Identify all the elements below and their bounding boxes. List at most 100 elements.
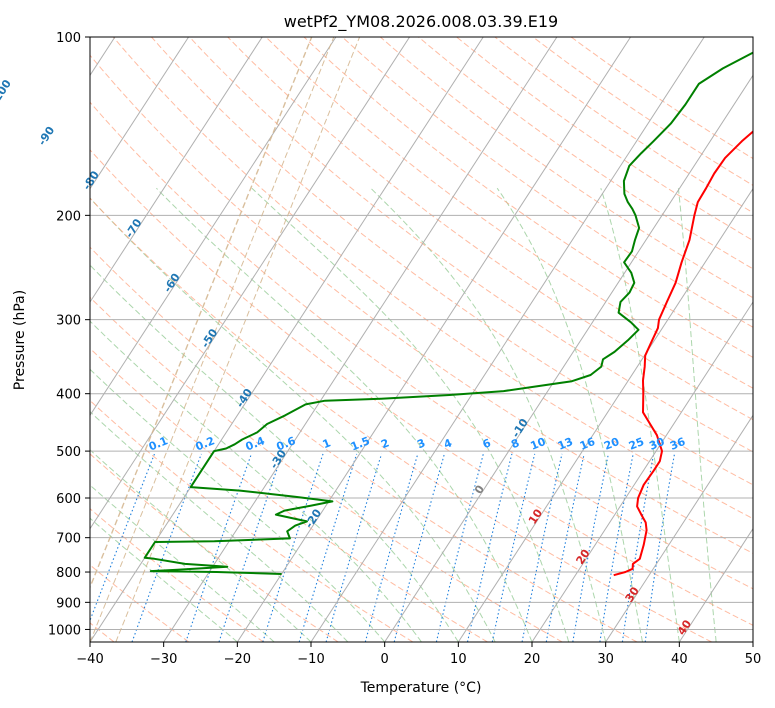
tan-curve	[90, 37, 335, 642]
moist-adiabat	[496, 187, 643, 642]
y-axis-label: Pressure (hPa)	[12, 290, 28, 390]
moist-adiabat	[90, 410, 349, 642]
x-axis-label: Temperature (°C)	[360, 680, 482, 696]
x-tick-label: −20	[224, 652, 251, 667]
mixing-ratio-label: 10	[528, 435, 547, 453]
y-tick-label: 200	[56, 209, 81, 224]
plot-frame	[89, 36, 754, 643]
mixing-ratio-line	[364, 453, 419, 642]
mixing-ratio-label: 3	[415, 436, 427, 451]
dry-adiabat	[341, 37, 753, 328]
isotherm-line	[384, 74, 753, 642]
dry-adiabat	[494, 37, 753, 214]
isotherm-line	[236, 37, 632, 642]
mixing-ratio-label: 20	[602, 435, 621, 453]
moist-adiabat	[90, 484, 275, 642]
tan-curve	[115, 37, 361, 642]
y-tick-label: 100	[56, 31, 81, 46]
tan-curve	[90, 37, 313, 589]
moist-adiabat	[90, 320, 422, 642]
moist-adiabat	[370, 187, 607, 642]
isotherm-line	[605, 414, 753, 642]
dry-adiabat	[303, 37, 753, 358]
moist-adiabats	[90, 187, 717, 642]
mixing-ratio-line	[466, 453, 513, 642]
mixing-ratio-line	[262, 453, 324, 642]
dry-adiabat	[227, 37, 753, 421]
plot-area	[90, 37, 753, 642]
mixing-ratio-label: 25	[627, 435, 646, 453]
dry-adiabat	[379, 37, 753, 299]
mixing-ratio-line	[393, 453, 445, 642]
mixing-ratio-label: 2	[379, 436, 391, 451]
mixing-ratio-line	[298, 453, 358, 642]
dry-adiabat	[532, 37, 753, 186]
chart-title: wetPf2_YM08.2026.008.03.39.E19	[284, 12, 558, 32]
isopleth-labels: -100-90-80-70-60-50-40-30-20-10010203040…	[0, 77, 694, 637]
y-tick-label: 1000	[48, 623, 81, 638]
isotherm-line	[310, 37, 705, 642]
moist-adiabat	[90, 449, 312, 642]
isotherm-line	[90, 37, 411, 530]
moist-adiabat	[90, 264, 459, 642]
mixing-ratio-line	[218, 453, 283, 642]
mixing-ratio-line	[491, 453, 536, 642]
moist-adiabat	[90, 517, 238, 642]
mixing-ratio-label: 13	[556, 435, 575, 453]
dewpoint-line	[143, 51, 753, 575]
isotherm-line	[678, 527, 753, 642]
temperature-line	[613, 130, 753, 577]
dry-adiabat	[90, 453, 339, 642]
y-tick-label: 400	[56, 388, 81, 403]
mixing-ratio-line	[185, 453, 252, 642]
mixing-ratio-line	[521, 453, 563, 642]
dry-adiabat	[112, 37, 753, 520]
x-tick-label: 20	[524, 652, 541, 667]
y-tick-label: 900	[56, 596, 81, 611]
dry-adiabat	[456, 37, 753, 242]
dry-adiabat	[90, 347, 488, 642]
mixing-ratio-label: 1	[321, 436, 333, 451]
x-tick-label: −10	[297, 652, 324, 667]
dry-adiabat	[151, 37, 753, 486]
y-tick-label: 600	[56, 492, 81, 507]
y-tick-label: 500	[56, 445, 81, 460]
y-tick-label: 700	[56, 532, 81, 547]
mixing-ratio-line	[131, 453, 202, 642]
y-axis: 100 200 300 400 500 600 700 800 900 1000	[48, 31, 90, 638]
mixing-ratio-label: 30	[647, 435, 666, 453]
isotherm-line	[90, 37, 190, 190]
x-tick-label: 0	[381, 652, 389, 667]
x-tick-label: −40	[76, 652, 103, 667]
isotherm-line	[90, 37, 263, 303]
x-axis: −40 −30 −20 −10 0 10 20 30 40 50	[76, 642, 761, 667]
mixing-ratio-line	[325, 453, 383, 642]
isotherm-line	[457, 187, 753, 642]
x-tick-label: −30	[150, 652, 177, 667]
y-tick-label: 300	[56, 314, 81, 329]
tan-curves	[90, 37, 361, 642]
mixing-ratio-label: 36	[668, 435, 687, 453]
moist-adiabat	[156, 187, 533, 642]
dry-adiabat	[189, 37, 753, 453]
y-tick-label: 800	[56, 566, 81, 581]
x-tick-label: 40	[671, 652, 688, 667]
x-tick-label: 30	[597, 652, 614, 667]
mixing-ratio-label: 16	[578, 435, 597, 453]
mixing-ratio-line	[90, 453, 156, 622]
moist-adiabat	[90, 368, 386, 642]
x-tick-label: 10	[450, 652, 467, 667]
moist-adiabat	[677, 188, 717, 642]
moist-adiabat	[600, 188, 680, 642]
dry-adiabat	[90, 197, 712, 642]
moist-adiabat	[251, 187, 570, 642]
pressure-gridlines	[90, 37, 753, 630]
dry-adiabat	[90, 149, 753, 626]
mixing-ratio-label: 8	[509, 436, 521, 451]
x-tick-label: 50	[745, 652, 762, 667]
mixing-ratio-line	[435, 453, 484, 642]
isotherm-line	[531, 301, 753, 642]
dry-adiabat	[265, 37, 753, 389]
mixing-ratio-lines	[90, 453, 676, 642]
